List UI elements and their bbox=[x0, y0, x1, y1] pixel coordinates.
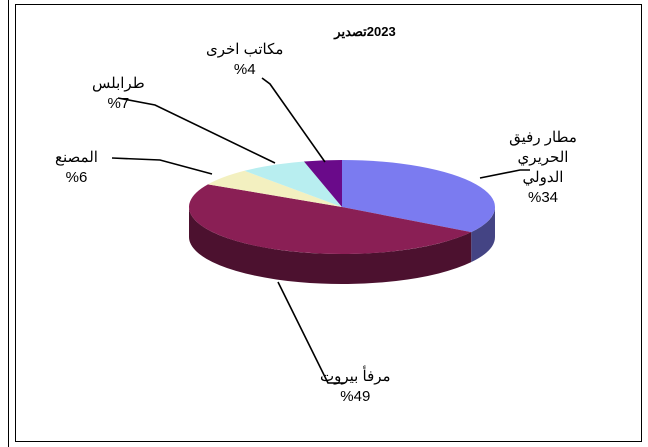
slice-label-text: مرفأ بيروت bbox=[320, 368, 391, 385]
slice-label-masnaa: المصنع %6 bbox=[55, 148, 98, 188]
leader-line-1 bbox=[277, 281, 345, 384]
pie-slice-4 bbox=[303, 160, 342, 207]
slice-label-text: مكاتب اخرى bbox=[206, 41, 284, 58]
slice-value-label: %4 bbox=[233, 61, 256, 78]
slice-value-label: %7 bbox=[107, 95, 130, 112]
chart-title: 2023تصدير bbox=[334, 24, 396, 39]
slice-label-beirut-port: مرفأ بيروت %49 bbox=[320, 367, 391, 407]
leader-line-3 bbox=[117, 97, 276, 164]
pie-side-1 bbox=[189, 207, 472, 285]
slice-label-text: مطار رفيق الحريري الدولي bbox=[509, 129, 577, 186]
slice-label-text: طرابلس bbox=[92, 75, 145, 92]
leader-line-4 bbox=[261, 77, 326, 163]
slice-label-text: المصنع bbox=[55, 149, 98, 166]
slice-value-label: %6 bbox=[65, 169, 88, 186]
slice-label-other-offices: مكاتب اخرى %4 bbox=[206, 40, 283, 80]
slice-label-tripoli: طرابلس %7 bbox=[92, 74, 145, 114]
slice-value-label: %49 bbox=[340, 388, 371, 405]
leader-line-0 bbox=[479, 169, 530, 179]
slice-value-label: %34 bbox=[527, 189, 559, 206]
pie-slice-1 bbox=[189, 184, 472, 254]
left-border-line bbox=[8, 0, 9, 447]
pie-slice-0 bbox=[342, 160, 495, 233]
pie-slice-2 bbox=[207, 170, 342, 207]
slice-label-airport: مطار رفيق الحريري الدولي %34 bbox=[498, 128, 588, 208]
pie-side-0 bbox=[471, 207, 495, 263]
leader-line-2 bbox=[111, 157, 213, 175]
pie-slice-3 bbox=[244, 161, 342, 207]
